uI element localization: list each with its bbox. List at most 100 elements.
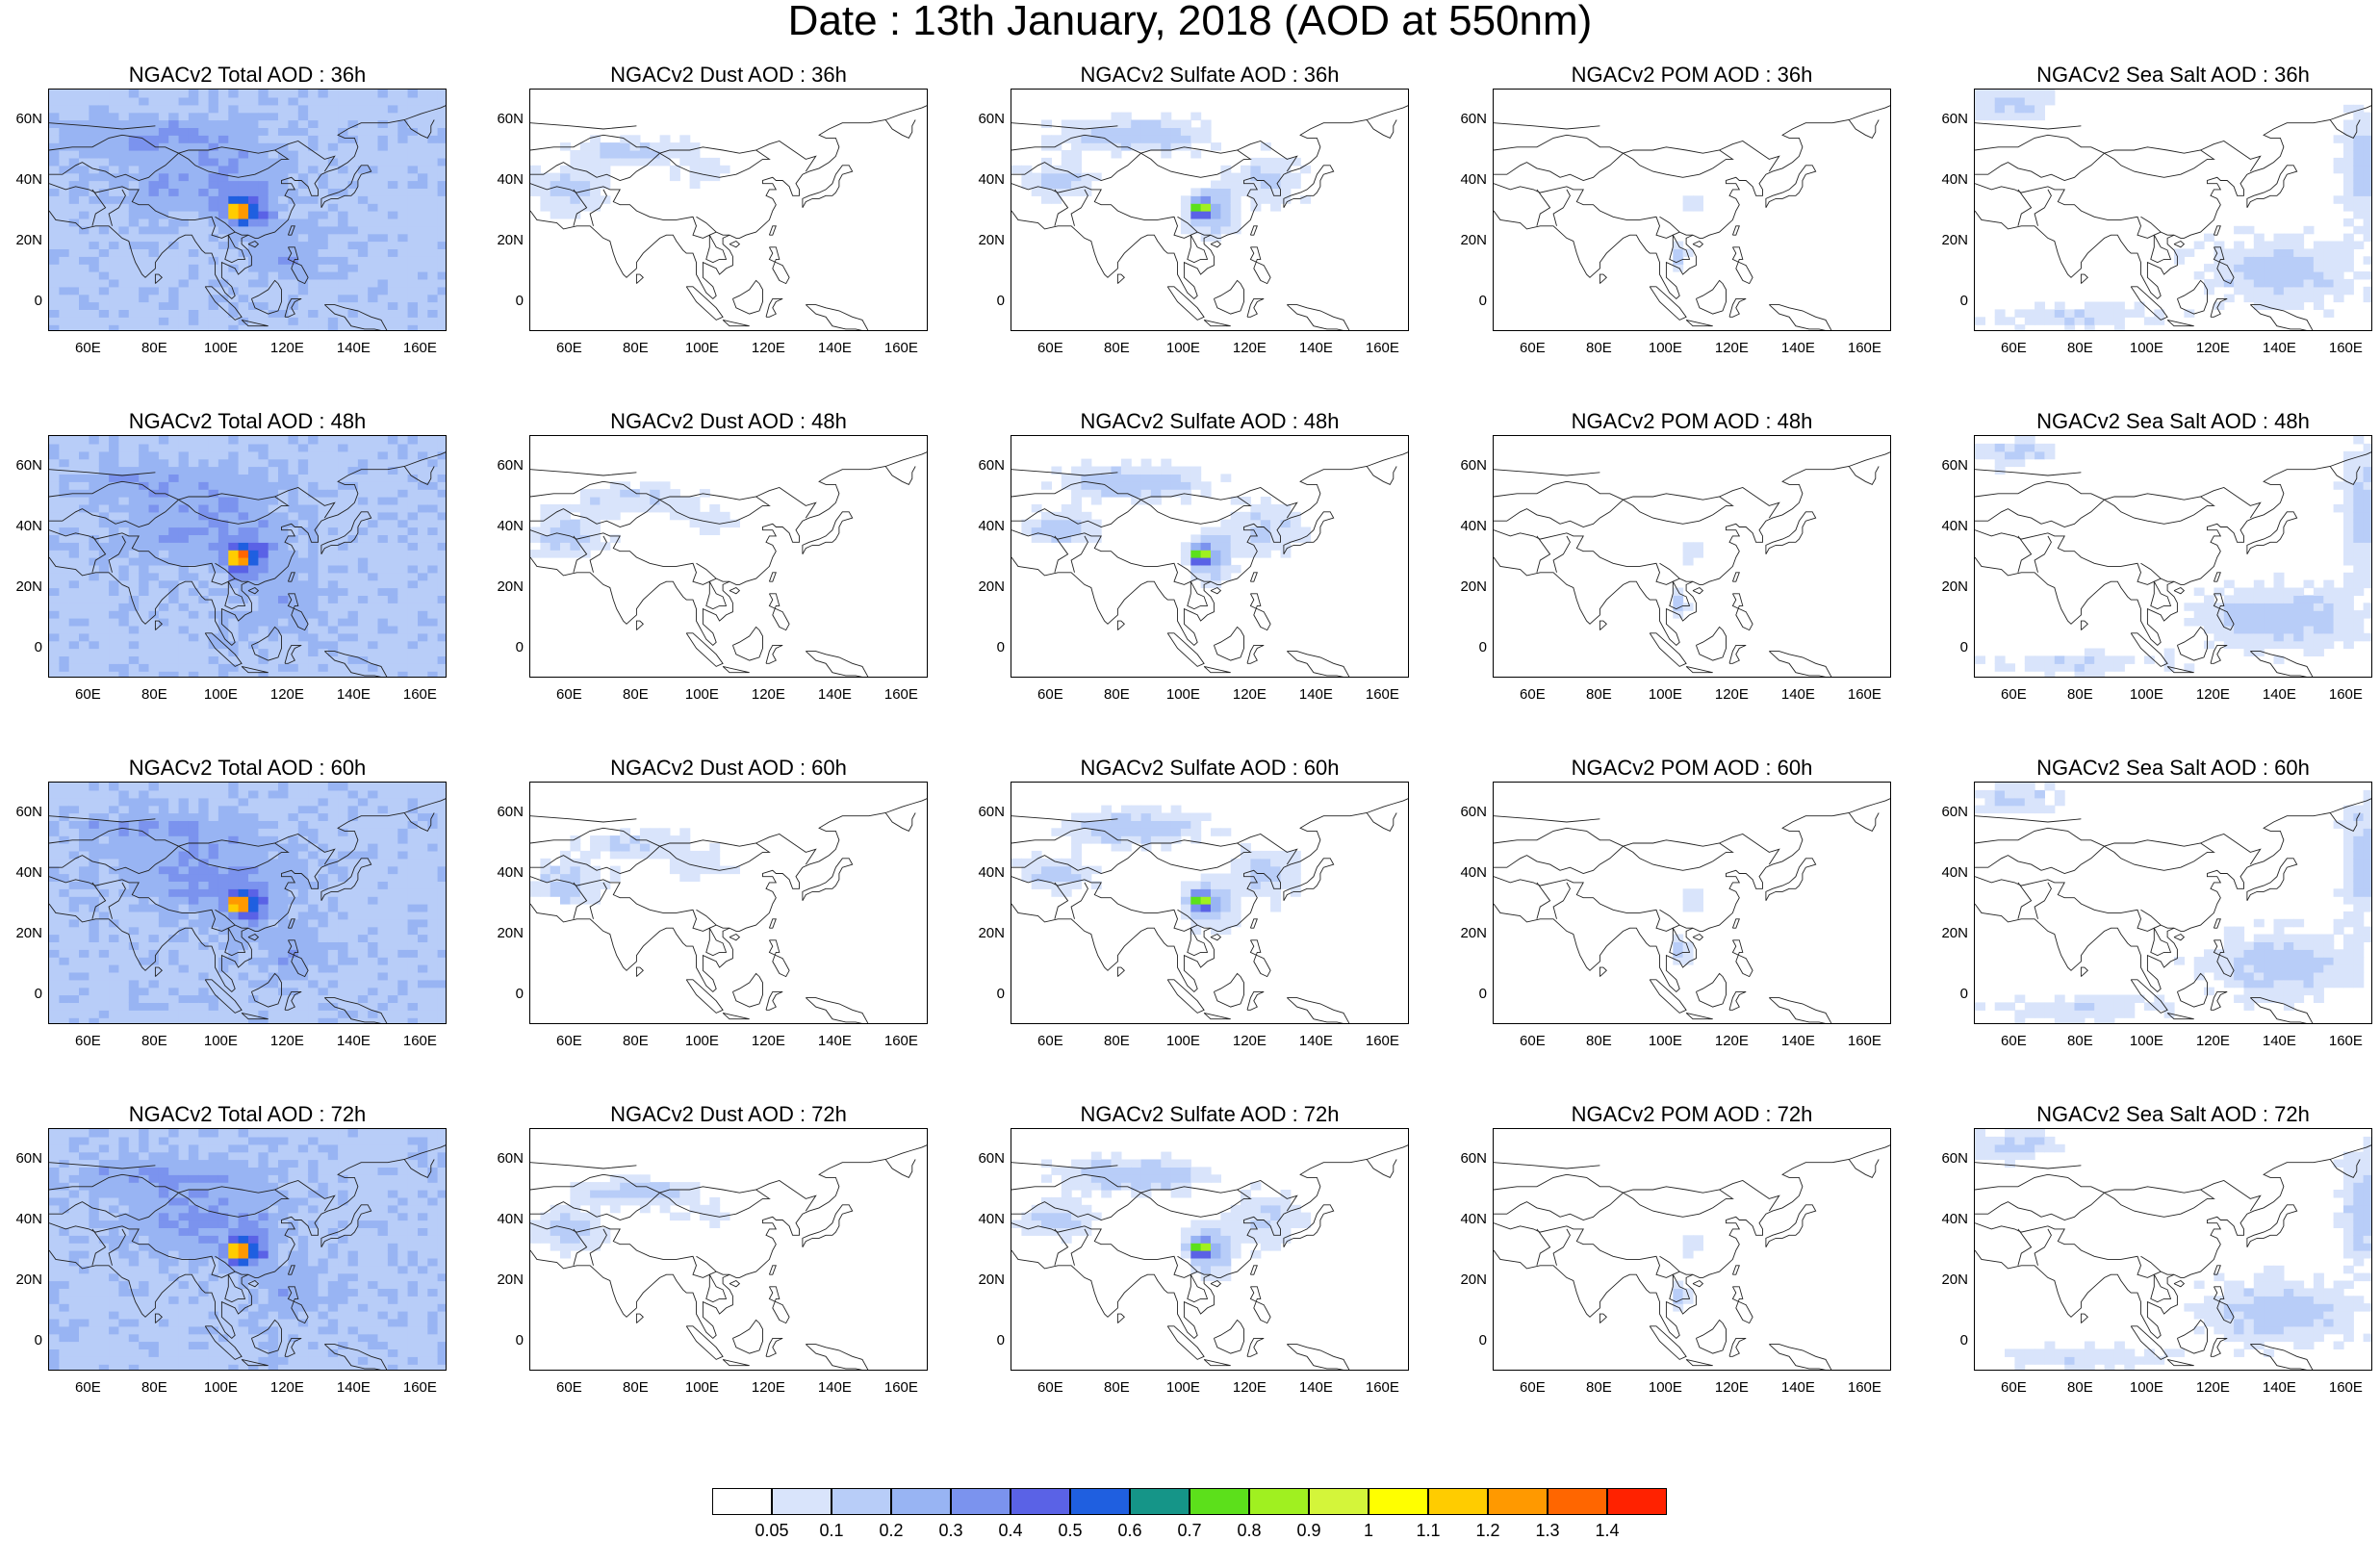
aod-cell	[2353, 520, 2364, 528]
aod-cell	[159, 459, 169, 468]
aod-cell	[338, 451, 348, 460]
aod-cell	[179, 828, 190, 836]
lat-tick-label: 0	[1448, 294, 1487, 308]
aod-cell	[168, 113, 179, 121]
aod-cell	[358, 256, 369, 265]
aod-cell	[338, 935, 348, 943]
aod-cell	[348, 242, 359, 250]
aod-cell	[99, 173, 110, 182]
aod-cell	[278, 957, 289, 965]
aod-cell	[2274, 641, 2285, 650]
aod-cell	[427, 467, 438, 475]
aod-cell	[69, 188, 80, 196]
aod-cell	[228, 912, 239, 920]
aod-cell	[1051, 173, 1062, 182]
aod-cell	[2224, 595, 2235, 604]
aod-cell	[1071, 166, 1082, 174]
aod-cell	[2234, 626, 2244, 634]
aod-cell	[1975, 655, 1985, 664]
aod-cell	[319, 671, 329, 678]
aod-cell	[397, 242, 408, 250]
aod-cell	[388, 671, 398, 678]
aod-cell	[258, 135, 269, 143]
aod-cell	[149, 234, 160, 243]
aod-cell	[258, 105, 269, 114]
aod-cell	[228, 828, 239, 836]
aod-cell	[59, 1010, 69, 1018]
aod-cell	[168, 105, 179, 114]
aod-cell	[427, 142, 438, 151]
coastline	[2018, 536, 2032, 573]
aod-cell	[49, 166, 60, 174]
aod-cell	[397, 309, 408, 318]
aod-cell	[610, 497, 621, 505]
aod-cell	[438, 279, 447, 288]
coastline	[1599, 621, 1606, 630]
aod-cell	[118, 287, 129, 295]
aod-cell	[269, 557, 279, 566]
aod-cell	[248, 980, 259, 989]
aod-cell	[248, 211, 259, 219]
aod-cell	[1011, 166, 1022, 174]
aod-cell	[189, 113, 199, 121]
aod-cell	[1220, 188, 1231, 196]
aod-cell	[2304, 580, 2315, 589]
aod-cell	[189, 896, 199, 905]
aod-cell	[239, 603, 249, 611]
lon-tick-label: 140E	[1292, 341, 1339, 355]
aod-cell	[198, 295, 209, 303]
aod-cell	[79, 234, 90, 243]
aod-cell	[358, 302, 369, 311]
aod-cell	[418, 302, 428, 311]
aod-cell	[2334, 158, 2344, 167]
aod-cell	[1211, 565, 1221, 574]
aod-cell	[179, 459, 190, 468]
aod-cell	[149, 957, 160, 965]
aod-cell	[189, 806, 199, 814]
aod-cell	[248, 835, 259, 844]
aod-cell	[118, 90, 129, 98]
aod-cell	[209, 881, 219, 889]
lat-tick-label: 40N	[485, 172, 524, 187]
aod-cell	[590, 504, 601, 513]
aod-cell	[69, 995, 80, 1004]
aod-cell	[438, 203, 447, 212]
aod-cell	[2364, 527, 2372, 536]
aod-cell	[700, 527, 710, 536]
aod-cell	[378, 550, 389, 558]
aod-cell	[228, 888, 239, 897]
aod-cell	[198, 234, 209, 243]
aod-cell	[209, 806, 219, 814]
aod-cell	[2323, 588, 2334, 597]
coastline	[2177, 627, 2207, 660]
aod-cell	[1261, 534, 1271, 543]
aod-cell	[179, 542, 190, 551]
aod-cell	[328, 588, 339, 597]
aod-cell	[348, 1017, 359, 1024]
aod-cell	[378, 127, 389, 136]
aod-cell	[2264, 641, 2274, 650]
aod-cell	[348, 158, 359, 167]
aod-cell	[209, 1002, 219, 1011]
aod-cell	[99, 317, 110, 325]
aod-cell	[338, 927, 348, 936]
aod-cell	[418, 527, 428, 536]
aod-cell	[319, 565, 329, 574]
aod-cell	[189, 813, 199, 822]
aod-cell	[308, 671, 319, 678]
aod-cell	[159, 835, 169, 844]
aod-cell	[388, 173, 398, 182]
aod-cell	[298, 166, 309, 174]
aod-cell	[239, 444, 249, 452]
aod-cell	[59, 287, 69, 295]
aod-cell	[2005, 459, 2015, 468]
aod-cell	[319, 527, 329, 536]
aod-cell	[2214, 264, 2224, 272]
aod-cell	[149, 527, 160, 536]
aod-cell	[248, 851, 259, 860]
coastline	[1494, 135, 1624, 153]
aod-cell	[298, 935, 309, 943]
aod-cell	[328, 234, 339, 243]
aod-cell	[109, 256, 119, 265]
aod-cell	[427, 603, 438, 611]
